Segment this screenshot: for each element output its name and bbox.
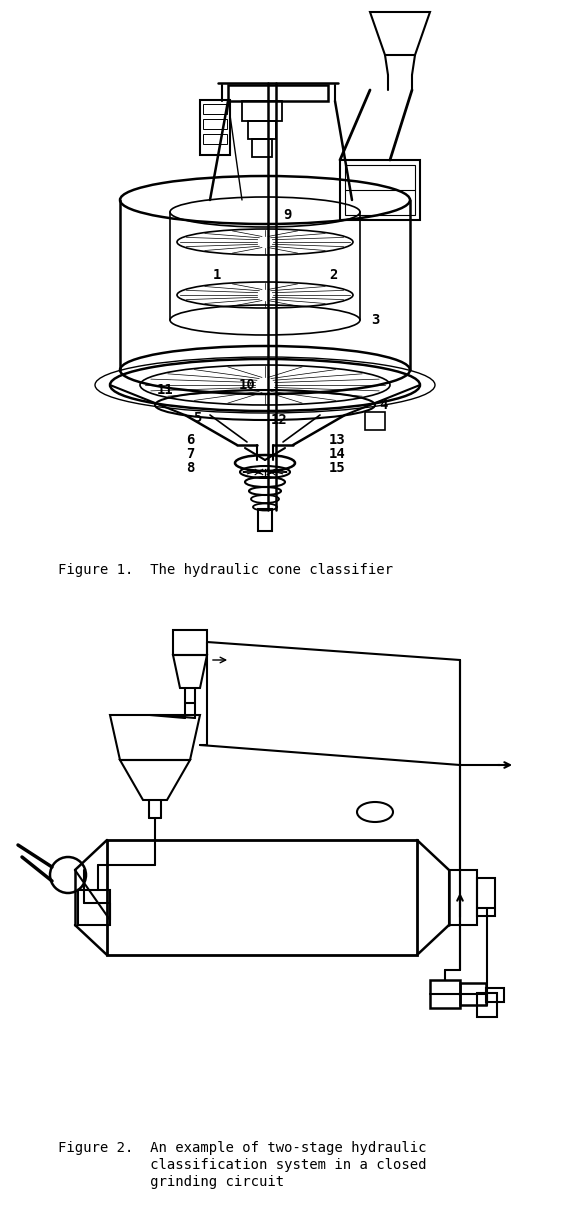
Bar <box>107 840 417 955</box>
Bar <box>203 133 227 144</box>
Bar <box>242 102 282 121</box>
Bar <box>200 100 230 155</box>
Text: 12: 12 <box>270 412 288 427</box>
Text: 3: 3 <box>371 313 379 327</box>
Bar <box>430 980 460 1009</box>
Bar <box>477 878 495 916</box>
Text: 13: 13 <box>329 433 345 447</box>
Text: 9: 9 <box>283 208 291 222</box>
Text: 6: 6 <box>186 433 194 447</box>
Text: 1: 1 <box>213 268 221 282</box>
Text: Figure 1.  The hydraulic cone classifier: Figure 1. The hydraulic cone classifier <box>58 563 393 577</box>
Bar <box>228 84 328 102</box>
Bar <box>449 870 477 925</box>
Bar <box>173 630 207 655</box>
Bar <box>203 104 227 114</box>
Text: classification system in a closed: classification system in a closed <box>58 1158 426 1173</box>
Bar <box>365 412 385 430</box>
Text: 7: 7 <box>186 447 194 461</box>
Bar <box>258 509 272 531</box>
Bar <box>78 890 110 925</box>
Text: 4: 4 <box>379 398 387 412</box>
Text: Figure 2.  An example of two-stage hydraulic: Figure 2. An example of two-stage hydrau… <box>58 1141 426 1155</box>
Text: 11: 11 <box>156 383 173 397</box>
Bar <box>477 993 497 1017</box>
Bar <box>460 983 486 1005</box>
Text: 5: 5 <box>193 411 201 425</box>
Bar <box>203 119 227 129</box>
Text: 2: 2 <box>329 268 337 282</box>
Bar <box>248 121 276 140</box>
Bar <box>486 988 504 1002</box>
Text: 14: 14 <box>329 447 345 461</box>
Text: 10: 10 <box>239 378 255 392</box>
Text: grinding circuit: grinding circuit <box>58 1175 284 1189</box>
Text: 15: 15 <box>329 461 345 475</box>
Text: 8: 8 <box>186 461 194 475</box>
Bar <box>252 140 272 157</box>
